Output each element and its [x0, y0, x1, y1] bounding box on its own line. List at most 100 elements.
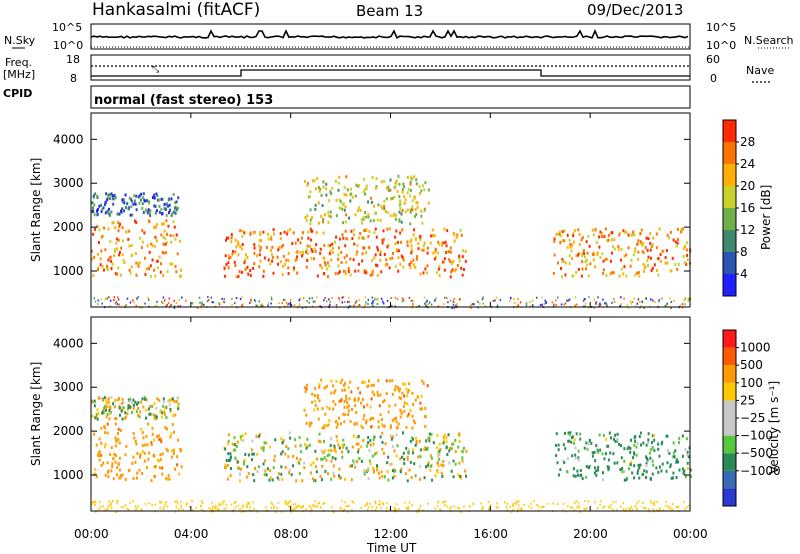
scatter-cell	[374, 500, 377, 503]
scatter-cell	[370, 384, 373, 388]
scatter-cell	[398, 389, 401, 393]
scatter-cell	[637, 257, 640, 261]
scatter-cell	[566, 233, 569, 237]
scatter-cell	[380, 204, 383, 208]
scatter-cell	[422, 244, 425, 248]
scatter-cell	[115, 417, 118, 421]
scatter-cell	[331, 242, 334, 246]
scatter-cell	[678, 468, 681, 472]
scatter-cell	[167, 224, 170, 228]
x-tick-label: 00:00	[74, 527, 109, 541]
scatter-cell	[421, 184, 424, 188]
scatter-cell	[373, 204, 376, 208]
scatter-cell	[330, 436, 333, 440]
scatter-cell	[369, 502, 371, 505]
scatter-cell	[139, 236, 142, 240]
scatter-cell	[149, 264, 152, 268]
scatter-cell	[155, 225, 158, 229]
scatter-cell	[224, 463, 227, 467]
scatter-cell	[115, 241, 118, 245]
scatter-cell	[438, 442, 441, 446]
scatter-cell	[351, 195, 354, 199]
scatter-cell	[666, 302, 669, 305]
scatter-cell	[583, 255, 586, 259]
scatter-cell	[123, 261, 126, 265]
scatter-cell	[189, 505, 191, 508]
scatter-cell	[171, 212, 174, 216]
scatter-cell	[286, 232, 289, 236]
scatter-cell	[319, 247, 322, 251]
scatter-cell	[149, 213, 152, 217]
scatter-cell	[634, 273, 637, 277]
scatter-cell	[357, 269, 360, 273]
scatter-cell	[566, 299, 568, 302]
scatter-cell	[93, 297, 96, 300]
scatter-cell	[242, 462, 245, 466]
scatter-cell	[291, 241, 294, 245]
scatter-cell	[653, 434, 656, 438]
scatter-cell	[461, 273, 464, 277]
scatter-cell	[389, 424, 392, 428]
scatter-cell	[137, 401, 140, 405]
scatter-cell	[124, 304, 126, 307]
scatter-cell	[649, 231, 652, 235]
scatter-cell	[393, 417, 396, 421]
scatter-cell	[325, 458, 328, 462]
scatter-cell	[322, 451, 325, 455]
scatter-cell	[332, 407, 335, 411]
scatter-cell	[252, 473, 255, 477]
scatter-cell	[541, 303, 543, 306]
scatter-cell	[364, 192, 367, 196]
scatter-cell	[389, 297, 392, 300]
scatter-cell	[458, 439, 461, 443]
scatter-cell	[327, 423, 330, 427]
scatter-cell	[647, 441, 650, 445]
scatter-cell	[308, 297, 311, 300]
scatter-cell	[177, 403, 180, 407]
scatter-cell	[102, 408, 105, 412]
scatter-cell	[506, 509, 508, 512]
scatter-cell	[625, 230, 628, 234]
scatter-cell	[393, 449, 396, 453]
scatter-cell	[352, 461, 355, 465]
scatter-cell	[395, 433, 398, 437]
scatter-cell	[266, 467, 269, 471]
scatter-cell	[101, 208, 104, 212]
colorbar-tick-label: 4	[740, 267, 748, 281]
scatter-cell	[665, 434, 668, 438]
scatter-cell	[513, 502, 515, 505]
scatter-cell	[342, 202, 345, 206]
scatter-cell	[376, 273, 379, 277]
scatter-cell	[238, 269, 241, 273]
scatter-cell	[161, 302, 164, 305]
scatter-cell	[117, 463, 120, 467]
scatter-cell	[107, 396, 110, 400]
scatter-cell	[343, 420, 346, 424]
scatter-cell	[351, 509, 353, 512]
scatter-cell	[642, 472, 645, 476]
scatter-cell	[329, 190, 332, 194]
scatter-cell	[160, 415, 163, 419]
scatter-cell	[345, 213, 348, 217]
scatter-cell	[449, 250, 452, 254]
scatter-cell	[128, 399, 131, 403]
scatter-cell	[153, 193, 156, 197]
scatter-cell	[247, 272, 250, 276]
scatter-cell	[423, 476, 426, 480]
scatter-cell	[110, 396, 113, 400]
scatter-cell	[341, 388, 344, 392]
scatter-cell	[630, 258, 633, 262]
scatter-cell	[376, 506, 378, 509]
scatter-cell	[659, 252, 662, 256]
scatter-cell	[564, 273, 567, 277]
scatter-cell	[267, 304, 269, 307]
scatter-cell	[434, 248, 437, 252]
scatter-cell	[368, 449, 371, 453]
scatter-cell	[334, 389, 337, 393]
scatter-cell	[341, 443, 344, 447]
scatter-cell	[488, 509, 490, 512]
scatter-cell	[106, 461, 109, 465]
scatter-cell	[192, 508, 194, 511]
scatter-cell	[627, 467, 630, 471]
